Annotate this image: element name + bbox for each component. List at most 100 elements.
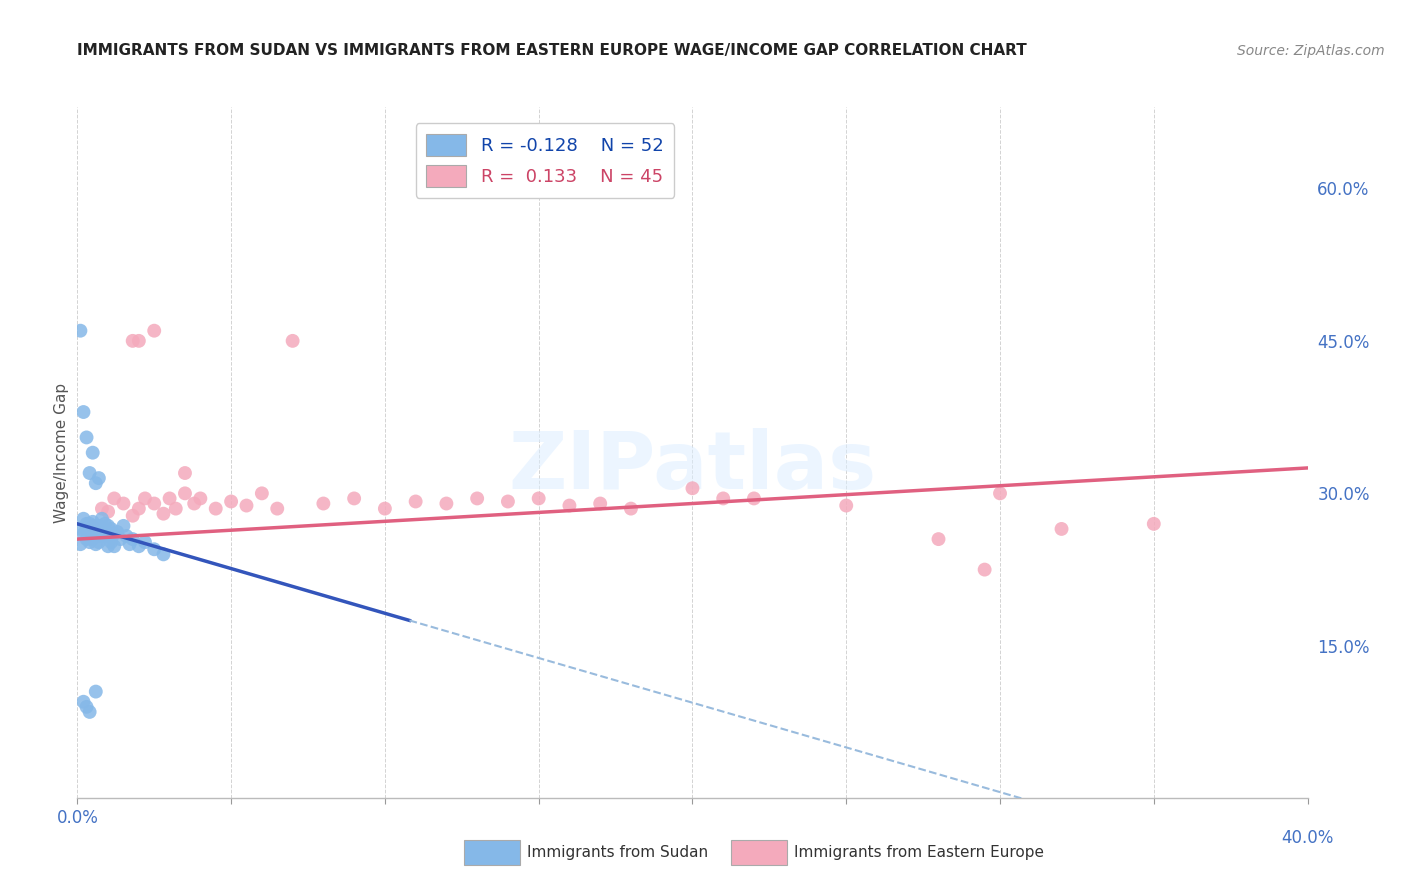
Point	[128, 539, 150, 553]
Point	[76, 532, 98, 546]
Point	[84, 684, 107, 698]
Point	[1050, 522, 1073, 536]
Point	[835, 499, 858, 513]
Point	[496, 494, 519, 508]
Point	[100, 522, 122, 536]
Point	[97, 519, 120, 533]
Point	[103, 527, 125, 541]
Point	[465, 491, 488, 506]
Point	[174, 486, 197, 500]
Point	[84, 476, 107, 491]
Point	[558, 499, 581, 513]
Point	[121, 508, 143, 523]
Text: IMMIGRANTS FROM SUDAN VS IMMIGRANTS FROM EASTERN EUROPE WAGE/INCOME GAP CORRELAT: IMMIGRANTS FROM SUDAN VS IMMIGRANTS FROM…	[77, 43, 1026, 58]
Point	[100, 535, 122, 549]
Point	[90, 522, 114, 536]
Point	[165, 501, 187, 516]
Point	[928, 532, 950, 546]
Point	[72, 527, 94, 541]
Point	[84, 524, 107, 539]
Point	[76, 430, 98, 444]
Point	[84, 537, 107, 551]
Point	[90, 529, 114, 543]
Point	[87, 529, 110, 543]
Point	[112, 496, 135, 510]
Point	[82, 519, 104, 533]
Text: ZIPatlas: ZIPatlas	[509, 427, 876, 506]
Point	[72, 512, 94, 526]
Point	[82, 445, 104, 460]
Point	[79, 516, 101, 531]
Point	[742, 491, 765, 506]
Point	[121, 334, 143, 348]
Point	[374, 501, 396, 516]
Point	[105, 524, 128, 539]
Point	[620, 501, 643, 516]
Legend: R = -0.128    N = 52, R =  0.133    N = 45: R = -0.128 N = 52, R = 0.133 N = 45	[416, 123, 673, 198]
Point	[312, 496, 335, 510]
Point	[103, 539, 125, 553]
Point	[90, 512, 114, 526]
Point	[112, 519, 135, 533]
Point	[204, 501, 226, 516]
Point	[79, 705, 101, 719]
Point	[69, 537, 91, 551]
Point	[174, 466, 197, 480]
Point	[103, 491, 125, 506]
Y-axis label: Wage/Income Gap: Wage/Income Gap	[53, 383, 69, 523]
Point	[72, 405, 94, 419]
Point	[82, 532, 104, 546]
Point	[143, 542, 166, 557]
Point	[79, 535, 101, 549]
Point	[128, 501, 150, 516]
Point	[84, 519, 107, 533]
Point	[711, 491, 734, 506]
Point	[988, 486, 1011, 500]
Point	[87, 519, 110, 533]
Point	[118, 537, 141, 551]
Point	[115, 529, 138, 543]
Point	[76, 516, 98, 531]
Point	[121, 532, 143, 546]
Point	[79, 519, 101, 533]
Point	[159, 491, 181, 506]
Point	[97, 529, 120, 543]
Point	[235, 499, 257, 513]
Point	[90, 501, 114, 516]
Point	[79, 466, 101, 480]
Point	[183, 496, 205, 510]
Point	[134, 535, 156, 549]
Point	[281, 334, 304, 348]
Point	[76, 522, 98, 536]
Point	[69, 522, 91, 536]
Point	[87, 535, 110, 549]
Point	[82, 515, 104, 529]
Point	[87, 471, 110, 485]
Point	[97, 539, 120, 553]
Point	[72, 695, 94, 709]
Point	[97, 505, 120, 519]
Text: Source: ZipAtlas.com: Source: ZipAtlas.com	[1237, 44, 1385, 58]
Point	[188, 491, 212, 506]
Point	[134, 491, 156, 506]
Point	[110, 532, 132, 546]
Point	[973, 563, 995, 577]
Point	[250, 486, 273, 500]
Point	[69, 324, 91, 338]
Point	[436, 496, 458, 510]
Text: Immigrants from Eastern Europe: Immigrants from Eastern Europe	[794, 846, 1045, 860]
Point	[152, 507, 174, 521]
Point	[94, 516, 117, 531]
Text: Immigrants from Sudan: Immigrants from Sudan	[527, 846, 709, 860]
Text: 40.0%: 40.0%	[1281, 829, 1334, 847]
Point	[82, 527, 104, 541]
Point	[94, 527, 117, 541]
Point	[152, 547, 174, 561]
Point	[143, 324, 166, 338]
Point	[682, 481, 704, 495]
Point	[219, 494, 242, 508]
Point	[266, 501, 288, 516]
Point	[405, 494, 427, 508]
Point	[128, 334, 150, 348]
Point	[527, 491, 550, 506]
